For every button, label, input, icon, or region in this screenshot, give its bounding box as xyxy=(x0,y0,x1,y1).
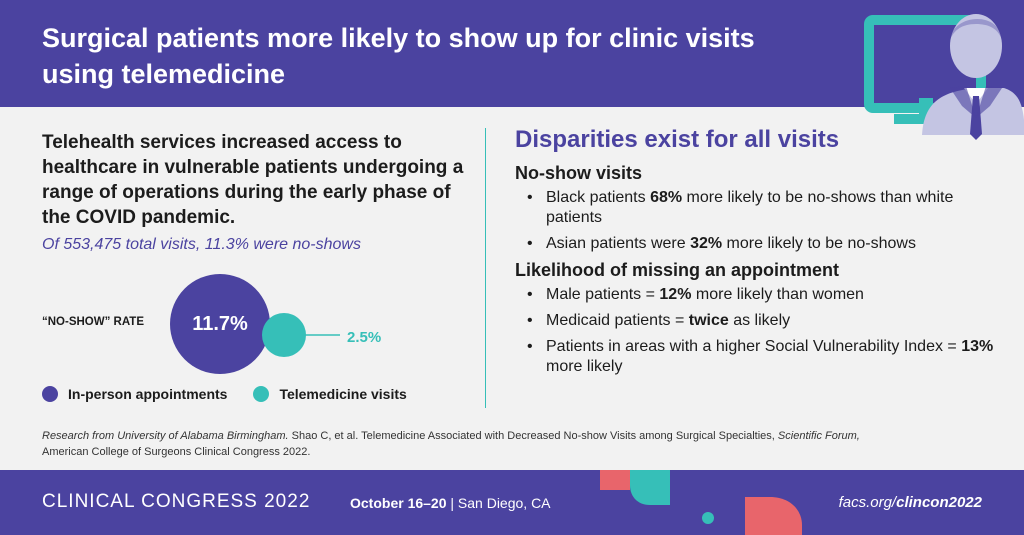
header-banner: Surgical patients more likely to show up… xyxy=(0,0,1024,107)
column-divider xyxy=(485,128,486,408)
in-person-bubble xyxy=(170,274,270,374)
missing-appointment-list: • Male patients = 12% more likely than wo… xyxy=(515,285,1005,377)
list-item: • Asian patients were 32% more likely to … xyxy=(527,235,916,252)
event-dates: October 16–20 | San Diego, CA xyxy=(350,495,551,511)
disparities-title: Disparities exist for all visits xyxy=(515,126,840,153)
disparities-panel: Disparities exist for all visits No-show… xyxy=(515,126,1005,383)
page-title: Surgical patients more likely to show up… xyxy=(42,23,755,89)
in-person-value: 11.7% xyxy=(192,313,248,335)
legend: In-person appointments Telemedicine visi… xyxy=(42,386,407,402)
congress-title: CLINICAL CONGRESS 2022 xyxy=(42,491,311,512)
missing-appointment-heading: Likelihood of missing an appointment xyxy=(515,260,840,280)
footer-banner: CLINICAL CONGRESS 2022 October 16–20 | S… xyxy=(0,470,1024,535)
no-show-heading: No-show visits xyxy=(515,163,643,183)
legend-in-person-swatch xyxy=(42,386,58,402)
legend-telemedicine-swatch xyxy=(253,386,270,402)
list-item: • Medicaid patients = twice as likely xyxy=(527,312,791,329)
telemedicine-bubble xyxy=(262,313,306,357)
no-show-rate-label: “NO-SHOW” RATE xyxy=(42,316,145,328)
total-visits-stat: Of 553,475 total visits, 11.3% were no-s… xyxy=(42,236,361,253)
list-item: • Patients in areas with a higher Social … xyxy=(527,338,994,375)
intro-text: Telehealth services increased access to … xyxy=(42,132,464,228)
doctor-monitor-illustration xyxy=(864,14,1024,140)
list-item: • Male patients = 12% more likely than wo… xyxy=(527,286,864,303)
website-link[interactable]: facs.org/clincon2022 xyxy=(838,494,982,511)
list-item: • Black patients 68% more likely to be no… xyxy=(527,189,954,226)
footer-decoration xyxy=(600,470,802,535)
legend-in-person-label: In-person appointments xyxy=(68,386,228,402)
legend-telemedicine-label: Telemedicine visits xyxy=(279,386,407,402)
no-show-bubble-chart: 11.7% xyxy=(170,274,340,374)
no-show-list: • Black patients 68% more likely to be no… xyxy=(515,188,1005,254)
source-citation: Research from University of Alabama Birm… xyxy=(42,430,860,458)
telemedicine-value: 2.5% xyxy=(347,329,382,346)
